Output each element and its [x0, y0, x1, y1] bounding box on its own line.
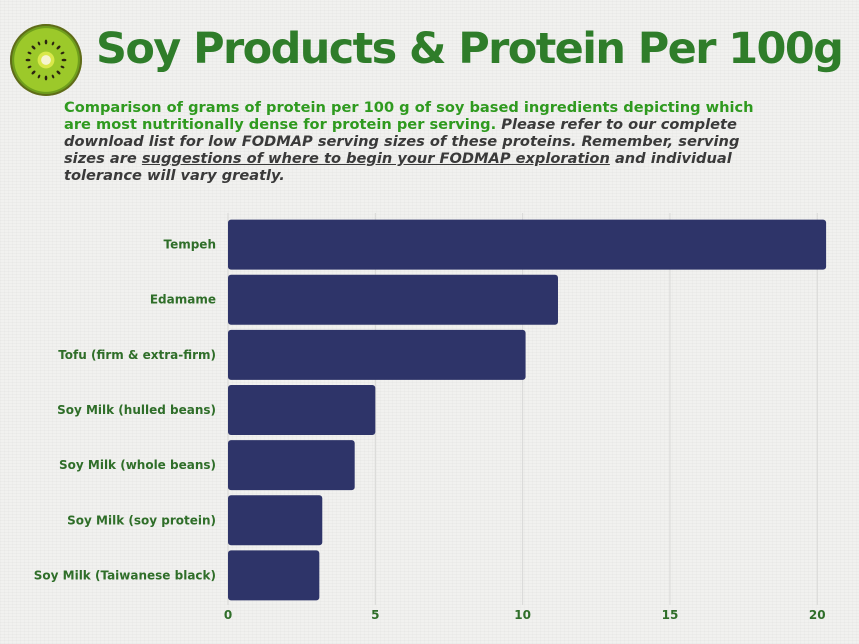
- bar: [228, 329, 526, 380]
- subtitle-note-part-2: and individual tolerance will vary great…: [64, 150, 732, 184]
- chart-subtitle: Comparison of grams of protein per 100 g…: [64, 99, 784, 184]
- category-labels: Tempeh Edamame Tofu (firm & extra-firm) Soy…: [34, 238, 216, 583]
- x-tick-label: 0: [224, 608, 232, 622]
- x-tick-label: 5: [371, 608, 379, 622]
- page-title: Soy Products & Protein Per 100g: [96, 24, 844, 74]
- category-label: Tempeh: [163, 238, 216, 252]
- subtitle-note-part-1: Please refer to our complete download li…: [64, 116, 740, 167]
- bar: [228, 385, 376, 435]
- category-label: Soy Milk (Taiwanese black): [34, 568, 216, 582]
- bar: [228, 274, 558, 325]
- category-label: Soy Milk (hulled beans): [57, 403, 216, 417]
- bar: [228, 440, 355, 491]
- x-tick-label: 10: [514, 608, 531, 622]
- category-label: Tofu (firm & extra-firm): [58, 348, 216, 362]
- kiwi-logo: [10, 24, 82, 96]
- subtitle-summary: Comparison of grams of protein per 100 g…: [64, 99, 754, 133]
- category-label: Soy Milk (soy protein): [67, 513, 216, 527]
- subtitle-note: Please refer to our complete download li…: [64, 116, 739, 184]
- x-axis-ticks: 0 5 10 15 20: [224, 608, 826, 622]
- bar: [228, 550, 320, 601]
- category-label: Edamame: [150, 293, 216, 307]
- bar: [228, 495, 323, 546]
- bar: [228, 219, 827, 270]
- bars: [228, 219, 827, 601]
- x-tick-label: 15: [662, 608, 679, 622]
- x-tick-label: 20: [809, 608, 826, 622]
- kiwi-slice-icon: [25, 39, 67, 81]
- category-label: Soy Milk (whole beans): [59, 458, 216, 472]
- subtitle-note-underlined: suggestions of where to begin your FODMA…: [141, 150, 610, 167]
